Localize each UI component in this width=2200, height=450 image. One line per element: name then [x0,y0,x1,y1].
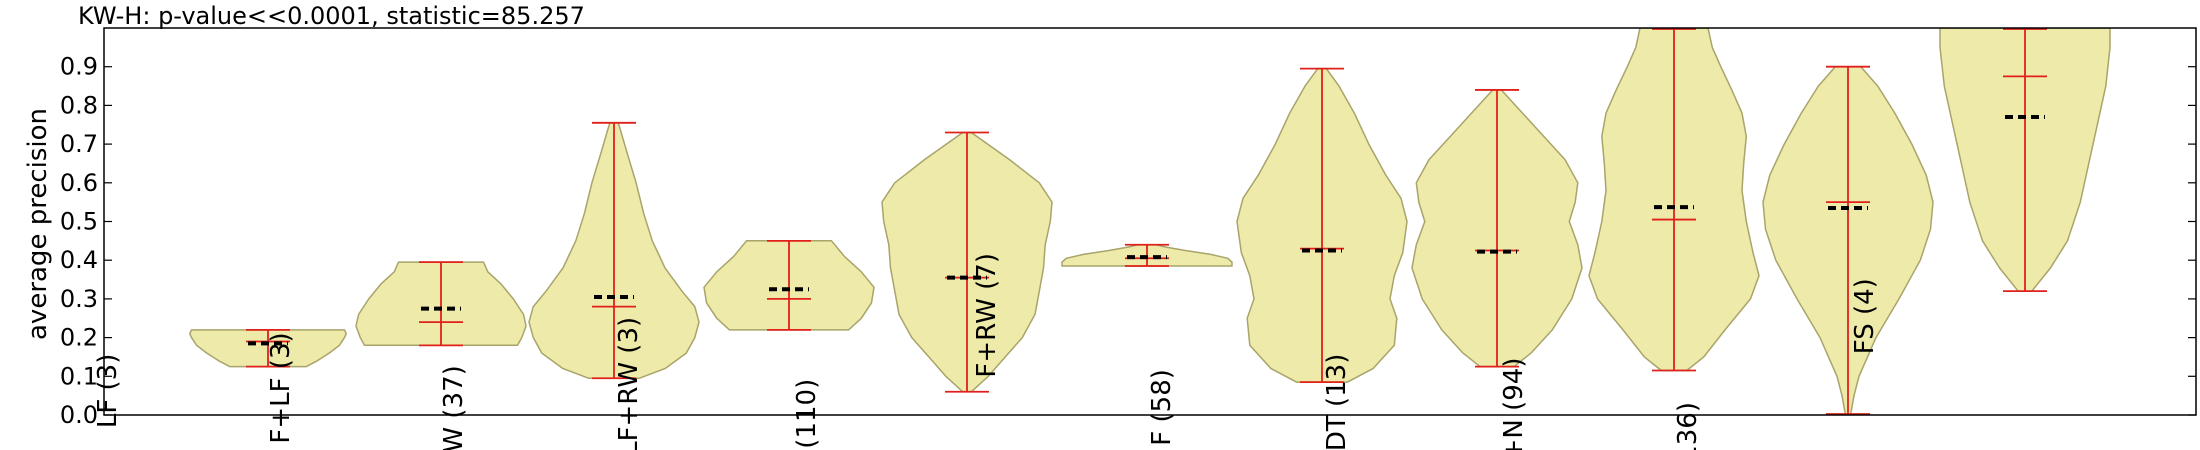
category-label: FS (4) [1850,278,1880,354]
y-tick-label: 0.1 [60,362,98,390]
violins-group [189,28,2111,415]
chart-title: KW-H: p-value<<0.0001, statistic=85.257 [78,2,585,30]
category-label: DT+N (94) [1499,357,1529,450]
category-label: None (136) [1673,402,1703,450]
y-tick-label: 0.8 [60,91,98,119]
y-axis: 0.0 0.1 0.2 0.3 0.4 0.5 0.6 0.7 0.8 0.9 [60,27,2197,429]
y-tick-label: 0.2 [60,324,98,352]
y-tick-label: 0.3 [60,285,98,313]
y-tick-label: 0.6 [60,169,98,197]
category-label: RW (37) [439,365,469,450]
category-label: F+RW (7) [972,253,1002,378]
y-axis-label: average precision [23,108,53,340]
y-tick-label: 0.5 [60,208,98,236]
y-tick-label: 0.4 [60,246,98,274]
y-tick-label: 0.9 [60,53,98,81]
category-label: DT (13) [1322,354,1352,450]
category-label: F+LF (3) [266,332,296,443]
category-label: LF+RW (3) [614,317,644,450]
category-label: F (58) [1147,369,1177,446]
plot-area: LF (3) F+LF (3) RW (37) LF+RW (3) RS (110)F+… [93,28,2111,450]
y-tick-label: 0.7 [60,130,98,158]
y-tick-label: 0.0 [60,401,98,429]
